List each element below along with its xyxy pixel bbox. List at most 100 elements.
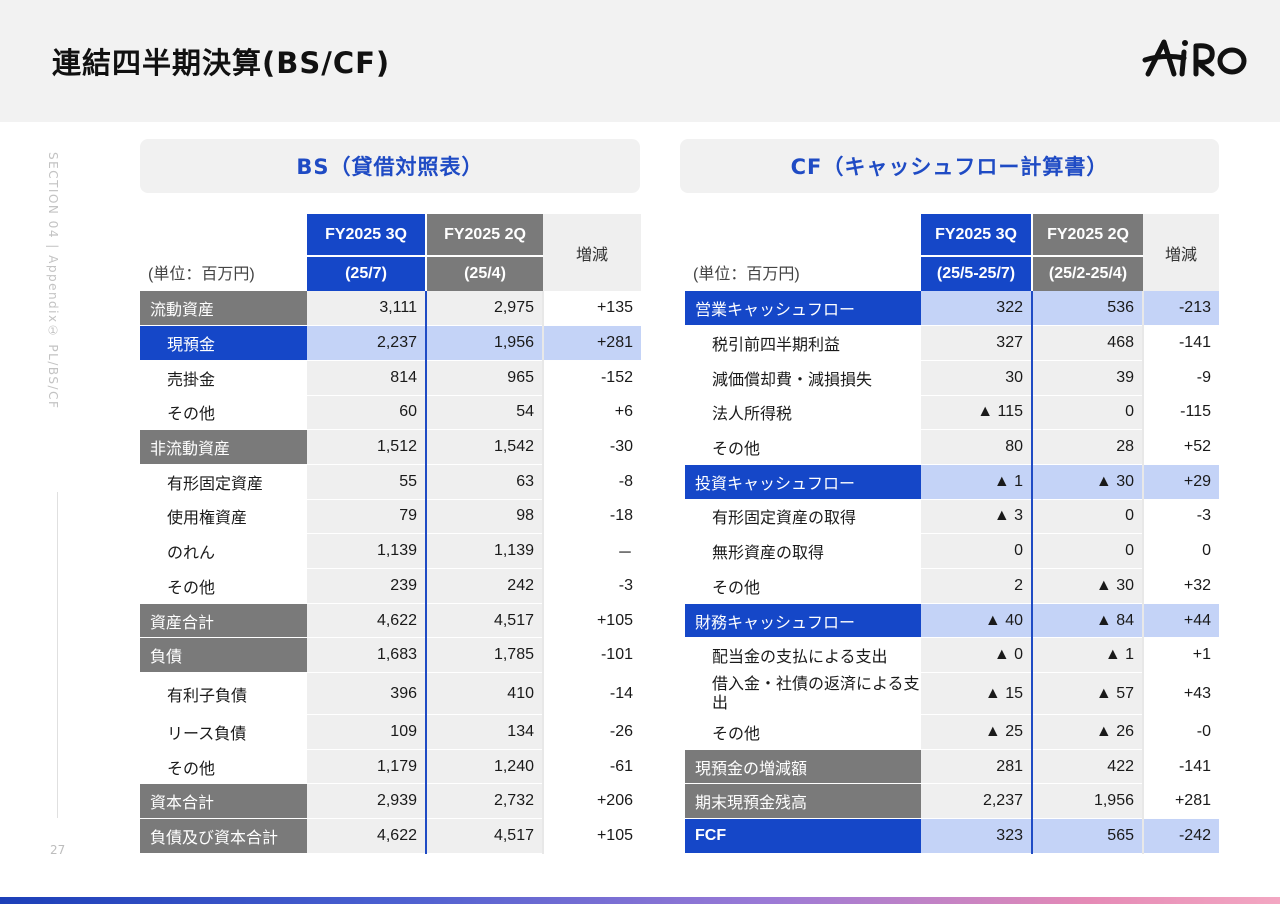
bs-unit-label: (単位：百万円) [148, 266, 255, 283]
cf-row-label: 投資キャッシュフロー [685, 464, 921, 500]
bs-col-prev: FY2025 2Q [426, 214, 543, 257]
cf-row-diff-value: 0 [1143, 533, 1219, 569]
bs-col-prev-period: (25/4) [426, 256, 543, 291]
cf-row-diff-value: -9 [1143, 360, 1219, 396]
bs-section-title: BS（貸借対照表） [140, 139, 640, 193]
bs-row-label: 流動資産 [140, 291, 307, 327]
cf-row-diff-value: +52 [1143, 429, 1219, 465]
bs-row-diff-value: +135 [543, 291, 641, 327]
bs-row-diff-value: -14 [543, 672, 641, 716]
bs-row-diff-value: +206 [543, 783, 641, 820]
cf-row-prev-value: ▲ 30 [1032, 568, 1144, 604]
cf-row-current-value: 2,237 [921, 783, 1033, 820]
bs-table-row: リース負債 109 134 -26 [140, 714, 641, 750]
bs-row-current-value: 109 [307, 714, 427, 750]
company-logo [1142, 39, 1247, 77]
bs-row-label: 資本合計 [140, 783, 307, 820]
cf-row-label: 現預金の増減額 [685, 749, 921, 785]
cf-row-diff-value: +29 [1143, 464, 1219, 500]
bs-row-label: 使用権資産 [140, 499, 307, 535]
bs-row-prev-value: 1,139 [426, 533, 544, 569]
bs-row-current-value: 3,111 [307, 291, 427, 327]
cf-row-diff-value: -115 [1143, 395, 1219, 431]
cf-row-prev-value: 422 [1032, 749, 1144, 785]
cf-row-prev-value: 0 [1032, 395, 1144, 431]
bs-row-current-value: 1,139 [307, 533, 427, 569]
bs-table-row: 資本合計 2,939 2,732 +206 [140, 783, 641, 820]
bs-row-prev-value: 134 [426, 714, 544, 750]
bs-row-diff-value: -3 [543, 568, 641, 604]
cf-row-label: 財務キャッシュフロー [685, 603, 921, 639]
cf-row-diff-value: +44 [1143, 603, 1219, 639]
cf-col-current: FY2025 3Q [921, 214, 1033, 257]
cf-row-current-value: 2 [921, 568, 1033, 604]
cf-row-current-value: 323 [921, 818, 1033, 854]
bs-row-prev-value: 4,517 [426, 603, 544, 639]
cf-row-prev-value: 565 [1032, 818, 1144, 854]
cf-row-diff-value: -242 [1143, 818, 1219, 854]
cf-row-prev-value: ▲ 57 [1032, 672, 1144, 716]
cf-row-diff-value: -213 [1143, 291, 1219, 327]
cf-row-label: その他 [685, 429, 921, 465]
bs-row-diff-value: +105 [543, 603, 641, 639]
bs-row-label: 売掛金 [140, 360, 307, 396]
cf-table-row: 無形資産の取得 0 0 0 [685, 533, 1219, 569]
cf-section-title: CF（キャッシュフロー計算書） [680, 139, 1219, 193]
cf-row-current-value: 80 [921, 429, 1033, 465]
bs-row-label: その他 [140, 568, 307, 604]
cf-table-row: 財務キャッシュフロー ▲ 40 ▲ 84 +44 [685, 603, 1219, 639]
bs-row-label: リース負債 [140, 714, 307, 750]
bs-row-prev-value: 242 [426, 568, 544, 604]
cf-row-current-value: 30 [921, 360, 1033, 396]
cf-row-prev-value: ▲ 26 [1032, 714, 1144, 750]
cf-row-current-value: ▲ 25 [921, 714, 1033, 750]
bs-col-diff: 増減 [543, 214, 641, 291]
cf-row-current-value: ▲ 15 [921, 672, 1033, 716]
bs-row-current-value: 396 [307, 672, 427, 716]
cf-row-prev-value: 468 [1032, 325, 1144, 361]
cf-row-prev-value: ▲ 1 [1032, 637, 1144, 674]
cf-row-current-value: 281 [921, 749, 1033, 785]
bs-row-prev-value: 1,240 [426, 749, 544, 785]
cf-table-row: その他 2 ▲ 30 +32 [685, 568, 1219, 604]
cf-unit-label: (単位：百万円) [693, 266, 800, 283]
bs-row-label: その他 [140, 749, 307, 785]
bs-table: (単位：百万円) FY2025 3Q FY2025 2Q 増減 (25/7) (… [140, 214, 641, 854]
bs-table-row: 非流動資産 1,512 1,542 -30 [140, 429, 641, 465]
bs-row-current-value: 1,512 [307, 429, 427, 465]
cf-table-row: 現預金の増減額 281 422 -141 [685, 749, 1219, 785]
cf-row-current-value: 0 [921, 533, 1033, 569]
cf-row-label: 配当金の支払による支出 [685, 637, 921, 674]
cf-row-label: 期末現預金残高 [685, 783, 921, 820]
bs-table-row: 負債 1,683 1,785 -101 [140, 637, 641, 674]
bs-col-current-period: (25/7) [307, 256, 427, 291]
bs-row-diff-value: +6 [543, 395, 641, 431]
bs-row-label: 有利子負債 [140, 672, 307, 716]
header-band [0, 0, 1280, 122]
bs-row-label: 資産合計 [140, 603, 307, 639]
cf-table-row: 借入金・社債の返済による支出 ▲ 15 ▲ 57 +43 [685, 672, 1219, 716]
bs-table-row: 流動資産 3,111 2,975 +135 [140, 291, 641, 327]
bs-row-current-value: 814 [307, 360, 427, 396]
bs-table-row: その他 60 54 +6 [140, 395, 641, 431]
bs-row-current-value: 239 [307, 568, 427, 604]
cf-table-row: 期末現預金残高 2,237 1,956 +281 [685, 783, 1219, 820]
cf-row-prev-value: ▲ 84 [1032, 603, 1144, 639]
bs-table-row: のれん 1,139 1,139 － [140, 533, 641, 569]
bs-row-prev-value: 1,785 [426, 637, 544, 674]
bs-table-row: その他 239 242 -3 [140, 568, 641, 604]
bs-row-diff-value: -61 [543, 749, 641, 785]
cf-row-label: 無形資産の取得 [685, 533, 921, 569]
bs-row-diff-value: -26 [543, 714, 641, 750]
bs-row-current-value: 4,622 [307, 818, 427, 854]
bs-row-current-value: 1,683 [307, 637, 427, 674]
bs-row-prev-value: 1,956 [426, 325, 544, 361]
cf-col-diff: 増減 [1143, 214, 1219, 291]
bs-row-prev-value: 98 [426, 499, 544, 535]
cf-table-row: 税引前四半期利益 327 468 -141 [685, 325, 1219, 361]
bs-row-current-value: 2,237 [307, 325, 427, 361]
cf-col-prev-period: (25/2-25/4) [1032, 256, 1143, 291]
bs-row-current-value: 60 [307, 395, 427, 431]
bs-row-diff-value: -101 [543, 637, 641, 674]
cf-row-current-value: ▲ 40 [921, 603, 1033, 639]
